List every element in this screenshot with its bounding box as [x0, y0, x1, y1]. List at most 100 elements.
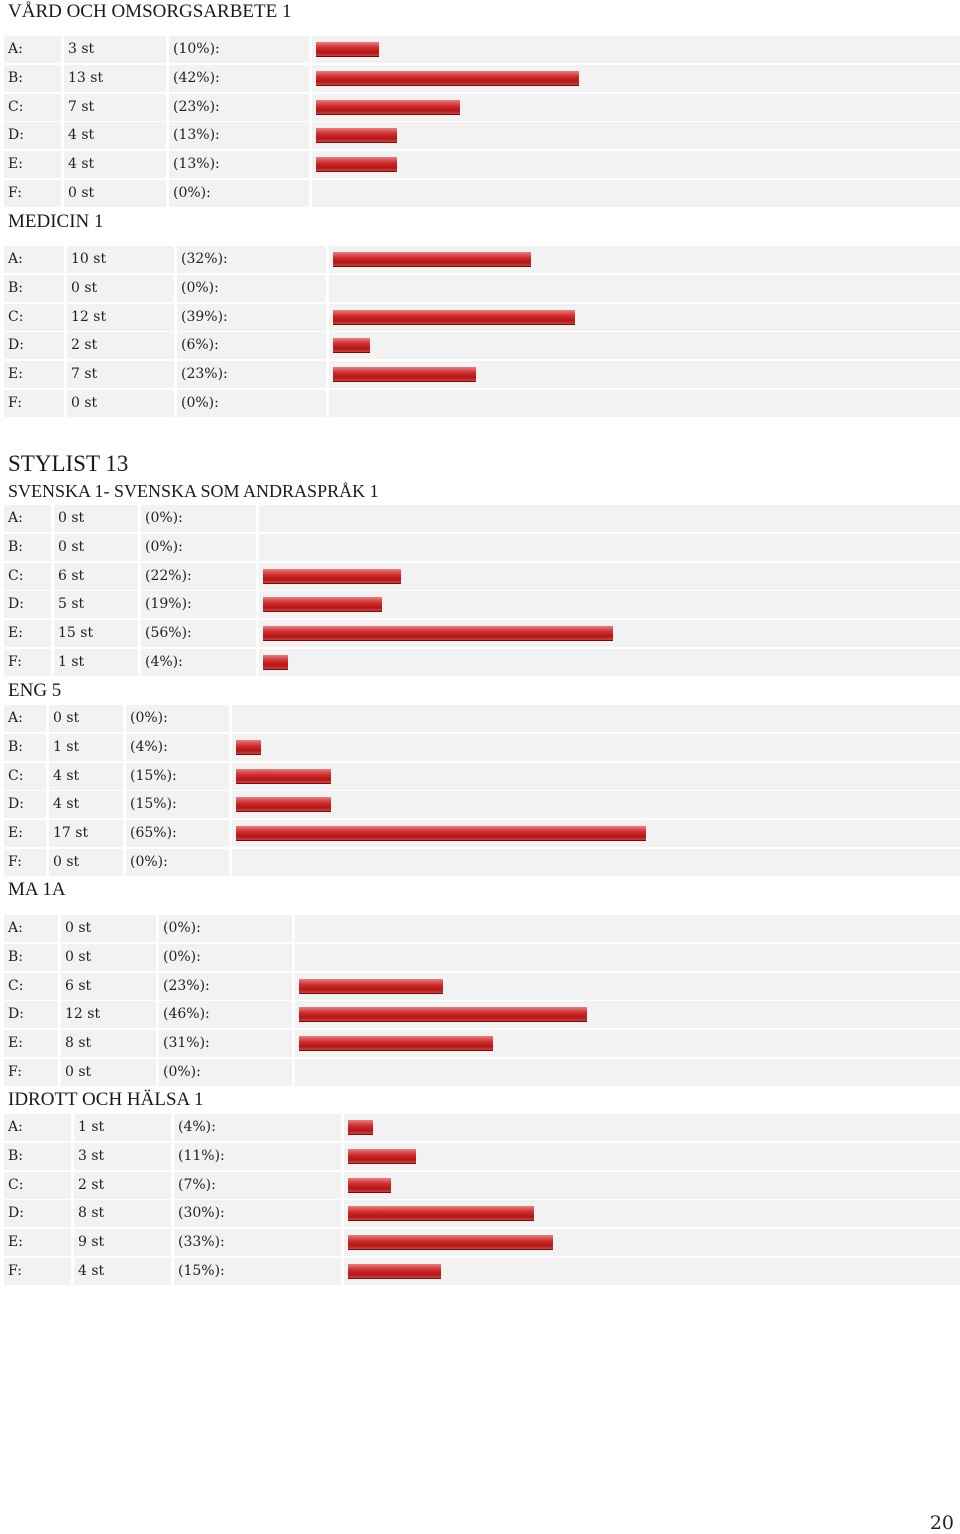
table-row: F: 0 st (0%):: [0, 1059, 960, 1087]
percent-value: (0%):: [126, 849, 229, 876]
bar-cell: [344, 1200, 960, 1228]
grade-label: D:: [4, 122, 61, 150]
count-value: 0 st: [54, 533, 138, 561]
table-row: C: 6 st (22%):: [0, 562, 960, 591]
count-value: 9 st: [74, 1229, 171, 1257]
count-value: 8 st: [74, 1200, 171, 1228]
bar-cell: [295, 1059, 960, 1086]
table-row: E: 4 st (13%):: [0, 151, 960, 179]
percent-value: (30%):: [174, 1200, 341, 1228]
count-value: 4 st: [64, 151, 166, 179]
table-row: A: 1 st (4%):: [0, 1114, 960, 1142]
bar-cell: [329, 303, 960, 331]
count-value: 4 st: [49, 762, 123, 790]
section-title: IDROTT OCH HÄLSA 1: [8, 1089, 204, 1110]
percent-value: (4%):: [174, 1114, 341, 1141]
table-row: E: 15 st (56%):: [0, 620, 960, 648]
percent-value: (10%):: [169, 36, 309, 63]
percentage-bar: [263, 568, 401, 584]
percent-value: (0%):: [177, 274, 326, 302]
percentage-bar: [316, 99, 460, 115]
bar-cell: [312, 36, 960, 63]
section-title: MEDICIN 1: [8, 211, 104, 232]
grade-label: F:: [4, 1258, 71, 1285]
percent-value: (0%):: [141, 533, 256, 561]
table-row: F: 0 st (0%):: [0, 849, 960, 877]
grade-label: E:: [4, 361, 64, 389]
grade-label: A:: [4, 36, 61, 63]
percentage-bar: [316, 42, 379, 57]
table-row: B: 3 st (11%):: [0, 1142, 960, 1171]
bar-cell: [312, 93, 960, 121]
section-title: MA 1A: [8, 879, 66, 900]
grade-label: D:: [4, 791, 46, 819]
table-row: F: 0 st (0%):: [0, 180, 960, 208]
count-value: 10 st: [67, 246, 174, 273]
bar-cell: [232, 849, 960, 876]
percent-value: (23%):: [177, 361, 326, 389]
bar-cell: [259, 591, 960, 619]
table-row: A: 3 st (10%):: [0, 36, 960, 64]
count-value: 0 st: [67, 274, 174, 302]
percentage-bar: [348, 1148, 417, 1164]
bar-cell: [329, 390, 960, 417]
grade-label: F:: [4, 649, 51, 676]
bar-cell: [232, 705, 960, 732]
count-value: 0 st: [64, 180, 166, 207]
table-row: E: 9 st (33%):: [0, 1229, 960, 1257]
table-row: B: 0 st (0%):: [0, 274, 960, 303]
percentage-bar: [263, 626, 613, 642]
percent-value: (42%):: [169, 64, 309, 92]
percent-value: (46%):: [159, 1001, 292, 1029]
grade-label: B:: [4, 733, 46, 761]
percent-value: (7%):: [174, 1171, 341, 1199]
percent-value: (15%):: [174, 1258, 341, 1285]
bar-cell: [344, 1171, 960, 1199]
grade-label: A:: [4, 915, 58, 942]
percent-value: (4%):: [141, 649, 256, 676]
table-row: D: 5 st (19%):: [0, 591, 960, 619]
grade-label: A:: [4, 246, 64, 273]
percent-value: (22%):: [141, 562, 256, 590]
bar-cell: [312, 64, 960, 92]
bar-cell: [259, 505, 960, 532]
grade-label: D:: [4, 332, 64, 360]
table-row: F: 1 st (4%):: [0, 649, 960, 677]
table-row: A: 0 st (0%):: [0, 505, 960, 533]
percentage-bar: [333, 309, 575, 325]
bar-cell: [295, 915, 960, 942]
count-value: 2 st: [74, 1171, 171, 1199]
count-value: 8 st: [61, 1030, 156, 1058]
percentage-bar: [348, 1120, 373, 1135]
grade-label: E:: [4, 1030, 58, 1058]
count-value: 12 st: [67, 303, 174, 331]
count-value: 4 st: [74, 1258, 171, 1285]
bar-cell: [232, 762, 960, 790]
grade-label: D:: [4, 1001, 58, 1029]
percent-value: (0%):: [177, 390, 326, 417]
count-value: 2 st: [67, 332, 174, 360]
percent-value: (0%):: [159, 943, 292, 971]
count-value: 0 st: [61, 1059, 156, 1086]
table-row: D: 4 st (15%):: [0, 791, 960, 819]
percentage-bar: [236, 826, 646, 842]
bar-cell: [344, 1258, 960, 1285]
bar-cell: [344, 1229, 960, 1257]
grade-label: A:: [4, 505, 51, 532]
bar-cell: [295, 972, 960, 1000]
percent-value: (0%):: [159, 915, 292, 942]
count-value: 0 st: [61, 943, 156, 971]
section-title: SVENSKA 1- SVENSKA SOM ANDRASPRÅK 1: [8, 481, 379, 501]
count-value: 3 st: [64, 36, 166, 63]
grade-label: E:: [4, 1229, 71, 1257]
bar-cell: [232, 791, 960, 819]
percentage-bar: [348, 1264, 441, 1279]
percentage-bar: [236, 739, 262, 755]
grade-label: C:: [4, 762, 46, 790]
bar-cell: [312, 122, 960, 150]
grade-label: E:: [4, 620, 51, 648]
percent-value: (11%):: [174, 1142, 341, 1170]
percentage-bar: [299, 1036, 493, 1052]
table-row: B: 1 st (4%):: [0, 733, 960, 762]
percentage-bar: [236, 768, 331, 784]
